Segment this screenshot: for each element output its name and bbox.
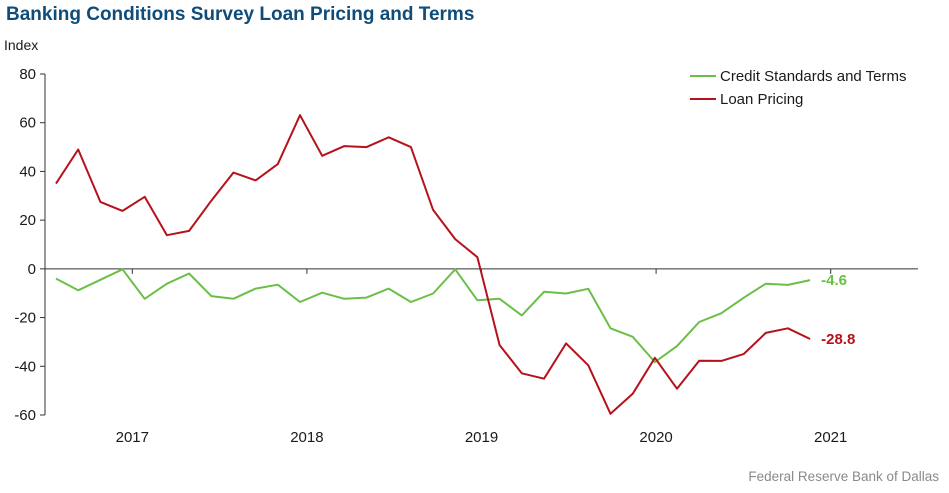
y-tick-label: 20 xyxy=(19,212,36,229)
chart-title: Banking Conditions Survey Loan Pricing a… xyxy=(6,4,475,25)
legend-label-1: Loan Pricing xyxy=(720,91,803,108)
y-axis-title: Index xyxy=(4,37,38,53)
series-end-label-0: -4.6 xyxy=(821,272,847,289)
x-axis: 2017 2018 2019 2020 2021 xyxy=(45,268,918,446)
legend: Credit Standards and Terms Loan Pricing xyxy=(690,68,906,108)
series-end-label-1: -28.8 xyxy=(821,331,855,348)
x-tick-label: 2020 xyxy=(639,429,672,446)
y-tick-label: 0 xyxy=(28,261,36,278)
legend-label-0: Credit Standards and Terms xyxy=(720,68,906,85)
series-line-0 xyxy=(55,268,811,364)
y-tick-label: -60 xyxy=(14,407,36,424)
y-tick-label: 80 xyxy=(19,66,36,83)
x-tick-label: 2021 xyxy=(814,429,847,446)
y-axis: -60 -40 -20 0 20 40 60 80 xyxy=(14,66,46,424)
series-group: -4.6 -28.8 xyxy=(55,114,855,415)
y-tick-label: -40 xyxy=(14,358,36,375)
x-tick-label: 2017 xyxy=(116,429,149,446)
x-tick-label: 2019 xyxy=(465,429,498,446)
y-tick-label: 60 xyxy=(19,115,36,132)
x-tick-label: 2018 xyxy=(290,429,323,446)
source-note: Federal Reserve Bank of Dallas xyxy=(748,469,939,484)
y-tick-label: 40 xyxy=(19,163,36,180)
y-tick-label: -20 xyxy=(14,310,36,327)
series-line-1 xyxy=(55,114,811,415)
